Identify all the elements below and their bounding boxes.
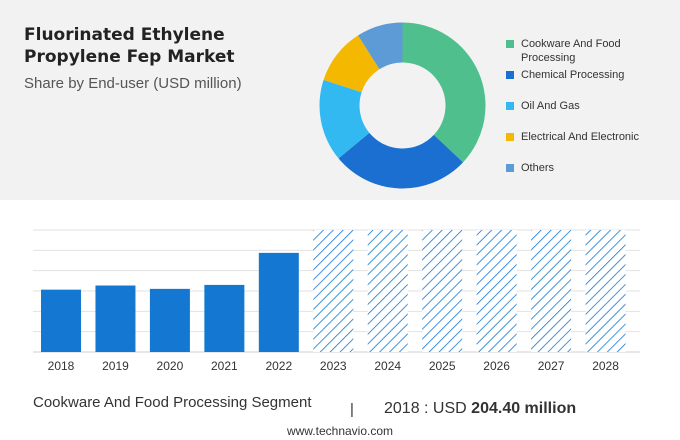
x-tick-label: 2023	[320, 359, 347, 373]
legend-label: Others	[521, 162, 555, 174]
legend-swatch	[506, 40, 514, 48]
legend-item: Others	[506, 161, 680, 175]
x-tick-label: 2027	[538, 359, 565, 373]
legend-swatch	[506, 102, 514, 110]
forecast-bar-2026	[476, 230, 517, 352]
donut-slice-3	[323, 35, 380, 93]
legend-label: Chemical Processing	[521, 69, 625, 81]
donut-slice-0	[402, 22, 486, 163]
forecast-bar-2024	[367, 230, 408, 352]
x-tick-label: 2024	[374, 359, 401, 373]
forecast-bar-2027	[531, 230, 572, 352]
source-link[interactable]: www.technavio.com	[286, 424, 394, 438]
bar-2020	[149, 288, 190, 352]
legend-swatch	[506, 164, 514, 172]
donut-chart	[319, 22, 486, 189]
x-tick-label: 2025	[429, 359, 456, 373]
legend-swatch	[506, 71, 514, 79]
segment-value-year: 2018 : USD	[384, 400, 467, 417]
bar-2021	[204, 284, 245, 352]
segment-value: 2018 : USD 204.40 million	[384, 400, 576, 418]
x-tick-label: 2020	[157, 359, 184, 373]
chart-title: Fluorinated Ethylene Propylene Fep Marke…	[24, 25, 235, 67]
bar-2019	[95, 285, 136, 352]
forecast-bar-2025	[422, 230, 463, 352]
bar-2022	[258, 252, 299, 352]
legend-label: Cookware And Food Processing	[521, 38, 621, 64]
forecast-bar-2028	[585, 230, 626, 352]
legend-item: Oil And Gas	[506, 99, 680, 113]
segment-label: Cookware And Food Processing Segment	[33, 394, 312, 411]
x-tick-label: 2018	[48, 359, 75, 373]
bar-2018	[41, 289, 81, 352]
x-tick-label: 2028	[592, 359, 619, 373]
x-tick-label: 2022	[265, 359, 292, 373]
donut-slice-2	[319, 79, 370, 159]
bar-chart: 2018 2019 2020 2021 2022 2023 2024 2025 2026 2027…	[33, 229, 640, 373]
donut-slice-1	[338, 132, 464, 189]
forecast-bar-2023	[313, 230, 354, 352]
x-tick-label: 2021	[211, 359, 238, 373]
x-tick-label: 2019	[102, 359, 129, 373]
chart-subtitle: Share by End-user (USD million)	[24, 75, 242, 92]
donut-slice-4	[358, 22, 403, 70]
legend-label: Oil And Gas	[521, 100, 580, 112]
x-tick-label: 2026	[483, 359, 510, 373]
legend-swatch	[506, 133, 514, 141]
segment-value-amount: 204.40 million	[471, 400, 577, 417]
legend-item: Electrical And Electronic	[506, 130, 680, 144]
legend-item: Cookware And Food Processing	[506, 37, 651, 65]
footer-separator: |	[350, 401, 354, 418]
legend-label: Electrical And Electronic	[521, 131, 639, 143]
legend-item: Chemical Processing	[506, 68, 680, 82]
